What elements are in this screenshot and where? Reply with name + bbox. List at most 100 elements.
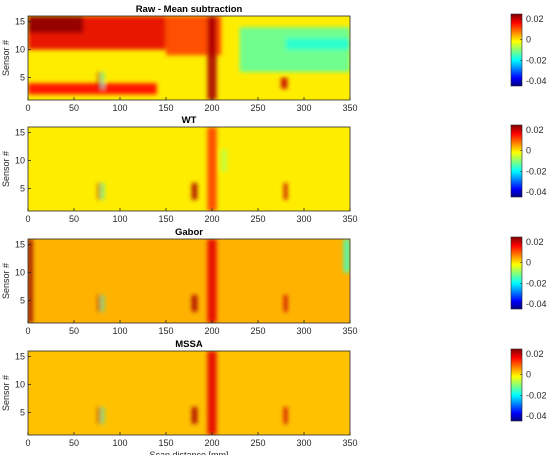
y-tick-label: 5 xyxy=(20,408,25,418)
colorbar xyxy=(510,124,523,198)
y-tick-label: 15 xyxy=(15,128,25,138)
colorbar xyxy=(510,13,523,87)
x-tick-label: 200 xyxy=(204,326,219,336)
x-tick-label: 150 xyxy=(158,438,173,448)
y-tick-label: 15 xyxy=(15,240,25,250)
heatmap-background xyxy=(28,351,350,435)
plot-frame xyxy=(27,350,351,436)
colorbar-tick-label: -0.02 xyxy=(526,390,547,400)
x-tick-label: 150 xyxy=(158,214,173,224)
colorbar-tick-label: -0.02 xyxy=(526,55,547,65)
chart-title: MSSA xyxy=(175,339,203,350)
y-tick-label: 15 xyxy=(15,17,25,27)
x-tick-label: 350 xyxy=(342,438,357,448)
x-tick-label: 50 xyxy=(69,103,79,113)
y-tick-label: 5 xyxy=(20,296,25,306)
heatmap-panel-2: Gabor 0 50 100 150 200 250 300 350 5 10 15 Sensor # 0… xyxy=(1,227,547,336)
x-tick-label: 150 xyxy=(158,103,173,113)
chart-title: Gabor xyxy=(175,227,203,238)
x-tick-label: 150 xyxy=(158,326,173,336)
x-tick-label: 100 xyxy=(112,438,127,448)
heatmap-feature-5 xyxy=(28,83,157,95)
heatmap-feature-0 xyxy=(207,351,217,435)
x-axis-label: Scan distance [mm] xyxy=(149,450,228,455)
x-tick-label: 300 xyxy=(296,438,311,448)
heatmap-feature-0 xyxy=(207,127,217,211)
colorbar-tick-label: -0.04 xyxy=(526,187,547,197)
heatmap-feature-1 xyxy=(97,183,100,200)
x-tick-label: 0 xyxy=(25,103,30,113)
colorbar-tick-label: -0.04 xyxy=(526,76,547,86)
heatmap-features xyxy=(97,127,288,211)
heatmap-feature-5 xyxy=(221,149,227,172)
x-tick-label: 200 xyxy=(204,438,219,448)
heatmap-panel-1: WT 0 50 100 150 200 250 300 350 5 10 15 Sensor # 0.02… xyxy=(1,115,547,224)
colorbar-tick-label: 0.02 xyxy=(526,237,544,247)
heatmap-feature-9 xyxy=(281,77,288,89)
colorbar-tick-label: -0.02 xyxy=(526,166,547,176)
x-tick-label: 50 xyxy=(69,326,79,336)
x-tick-label: 300 xyxy=(296,326,311,336)
y-tick-label: 10 xyxy=(15,268,25,278)
x-tick-label: 350 xyxy=(342,326,357,336)
heatmap-features xyxy=(28,16,350,100)
x-tick-label: 50 xyxy=(69,214,79,224)
heatmap-field xyxy=(28,351,350,435)
x-tick-label: 250 xyxy=(250,438,265,448)
colorbar-tick-label: 0.02 xyxy=(526,14,544,24)
y-axis-label: Sensor # xyxy=(1,151,11,187)
colorbar-tick-label: 0 xyxy=(526,370,531,380)
heatmap-field xyxy=(28,127,350,211)
colorbar-tick-label: -0.02 xyxy=(526,278,547,288)
heatmap-feature-2 xyxy=(207,239,217,323)
x-tick-label: 200 xyxy=(204,214,219,224)
chart-title: WT xyxy=(182,115,197,126)
y-axis-label: Sensor # xyxy=(1,375,11,411)
heatmap-field xyxy=(28,16,350,100)
heatmap-feature-4 xyxy=(283,407,288,424)
heatmap-panel-3: MSSA 0 50 100 150 200 250 300 350 5 10 15 Sensor # Sc… xyxy=(1,339,547,455)
x-tick-label: 350 xyxy=(342,214,357,224)
x-tick-label: 300 xyxy=(296,103,311,113)
heatmap-features xyxy=(97,351,288,435)
y-tick-label: 10 xyxy=(15,156,25,166)
x-tick-label: 250 xyxy=(250,214,265,224)
colorbar xyxy=(510,348,523,422)
heatmap-feature-1 xyxy=(343,239,350,273)
y-axis-label: Sensor # xyxy=(1,263,11,299)
colorbar-tick-label: 0.02 xyxy=(526,125,544,135)
y-tick-label: 10 xyxy=(15,45,25,55)
heatmap-feature-2 xyxy=(101,183,104,200)
colorbar xyxy=(510,236,523,310)
heatmap-feature-6 xyxy=(283,295,288,312)
x-tick-label: 250 xyxy=(250,103,265,113)
heatmap-feature-1 xyxy=(97,407,100,424)
x-tick-label: 100 xyxy=(112,214,127,224)
heatmap-feature-6 xyxy=(207,16,217,100)
y-axis-label: Sensor # xyxy=(1,40,11,76)
plot-frame xyxy=(27,15,351,101)
heatmap-feature-4 xyxy=(283,183,288,200)
x-tick-label: 250 xyxy=(250,326,265,336)
colorbar-tick-label: -0.04 xyxy=(526,299,547,309)
colorbar-tick-label: 0 xyxy=(526,146,531,156)
x-tick-label: 0 xyxy=(25,438,30,448)
x-tick-label: 200 xyxy=(204,103,219,113)
heatmap-background xyxy=(28,127,350,211)
heatmap-feature-2 xyxy=(101,407,104,424)
colorbar-tick-label: 0 xyxy=(526,258,531,268)
x-tick-label: 350 xyxy=(342,103,357,113)
x-tick-label: 0 xyxy=(25,326,30,336)
heatmap-feature-1 xyxy=(28,16,84,33)
x-tick-label: 0 xyxy=(25,214,30,224)
x-tick-label: 100 xyxy=(112,326,127,336)
heatmap-feature-3 xyxy=(97,295,100,312)
y-tick-label: 10 xyxy=(15,380,25,390)
x-tick-label: 100 xyxy=(112,103,127,113)
heatmap-feature-7 xyxy=(97,72,100,89)
heatmap-field xyxy=(28,239,350,323)
heatmap-feature-4 xyxy=(285,38,350,50)
plot-frame xyxy=(27,238,351,324)
heatmap-feature-3 xyxy=(191,183,198,200)
